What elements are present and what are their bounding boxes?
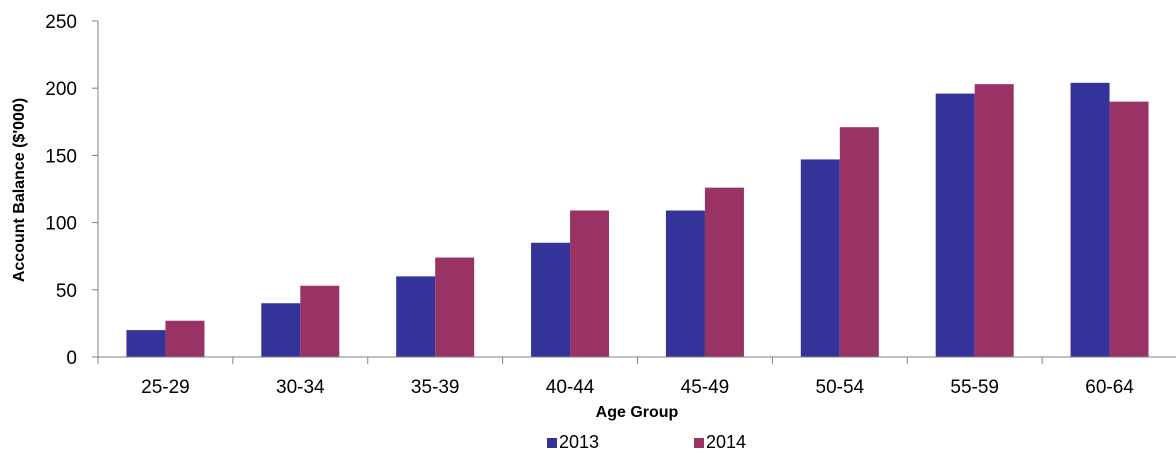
x-tick-label-40-44: 40-44	[546, 377, 595, 398]
x-tick-label-55-59: 55-59	[950, 377, 999, 398]
bar-2014-40-44	[570, 210, 610, 357]
bar-2013-30-34	[261, 303, 301, 357]
y-tick-label-100: 100	[45, 214, 77, 235]
bar-2013-40-44	[531, 242, 571, 357]
bar-2013-35-39	[396, 276, 436, 357]
x-tick-label-35-39: 35-39	[411, 377, 460, 398]
x-tick-label-50-54: 50-54	[816, 377, 865, 398]
bar-2014-45-49	[704, 187, 744, 357]
x-tick-label-45-49: 45-49	[681, 377, 730, 398]
bar-2013-60-64	[1070, 82, 1110, 357]
legend-label-2013: 2013	[559, 432, 599, 452]
y-axis-title: Account Balance ($'000)	[11, 98, 28, 282]
legend-swatch-2014	[694, 438, 704, 448]
y-tick-label-250: 250	[45, 12, 77, 33]
x-tick-label-60-64: 60-64	[1085, 377, 1134, 398]
y-tick-label-200: 200	[45, 79, 77, 100]
x-tick-label-30-34: 30-34	[276, 377, 325, 398]
bar-2014-30-34	[300, 285, 340, 357]
y-tick-label-150: 150	[45, 146, 77, 167]
bar-2013-45-49	[665, 210, 705, 357]
bar-2013-25-29	[126, 330, 166, 357]
legend-label-2014: 2014	[706, 432, 746, 452]
y-tick-label-0: 0	[66, 348, 77, 369]
x-axis-title: Age Group	[596, 404, 679, 421]
bar-2014-60-64	[1109, 101, 1149, 357]
bar-2013-55-59	[935, 93, 975, 358]
bar-2014-35-39	[435, 257, 475, 357]
legend: 2013 2014	[547, 432, 746, 452]
plot-area: 0 50 100 150 200 250 25-29 30-34 35-39 40-44 45-49…	[45, 12, 1176, 398]
bar-2014-25-29	[165, 320, 205, 357]
bar-2014-50-54	[839, 127, 879, 358]
legend-swatch-2013	[547, 438, 557, 448]
bar-2013-50-54	[800, 159, 840, 357]
x-tick-label-25-29: 25-29	[141, 377, 190, 398]
y-tick-label-50: 50	[56, 281, 77, 302]
bar-2014-55-59	[974, 84, 1014, 357]
